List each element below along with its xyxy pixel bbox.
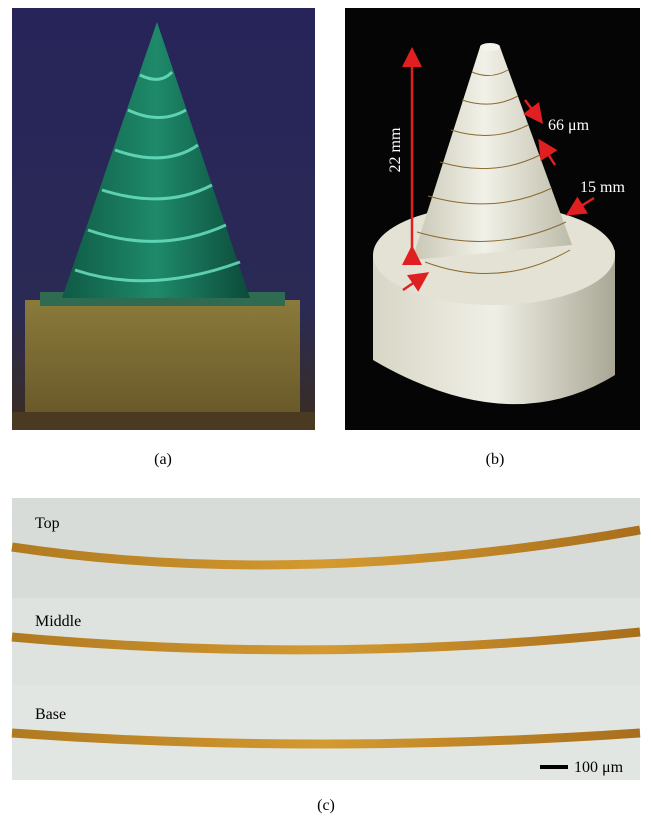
scale-bar — [540, 765, 568, 769]
panel-c: Top Middle Base 100 μm — [12, 498, 640, 780]
row-label: Top — [35, 515, 60, 532]
row-label: Middle — [35, 613, 81, 630]
annotation: 15 mm — [580, 179, 625, 196]
figure: (a) 22 mm 66 μm 15 mm (b) — [0, 0, 651, 821]
annotation: 22 mm — [387, 127, 404, 172]
annotation: 66 μm — [548, 117, 590, 134]
scale-bar-label: 100 μm — [574, 759, 624, 776]
table — [12, 412, 315, 430]
panel-b: 22 mm 66 μm 15 mm — [345, 8, 640, 430]
row-label: Base — [35, 706, 66, 723]
cone-tip — [480, 43, 500, 51]
panel-label: (a) — [154, 451, 172, 468]
base — [25, 300, 300, 412]
panel-a — [12, 8, 315, 430]
panel-label: (b) — [486, 451, 505, 468]
panel-label: (c) — [317, 797, 335, 814]
